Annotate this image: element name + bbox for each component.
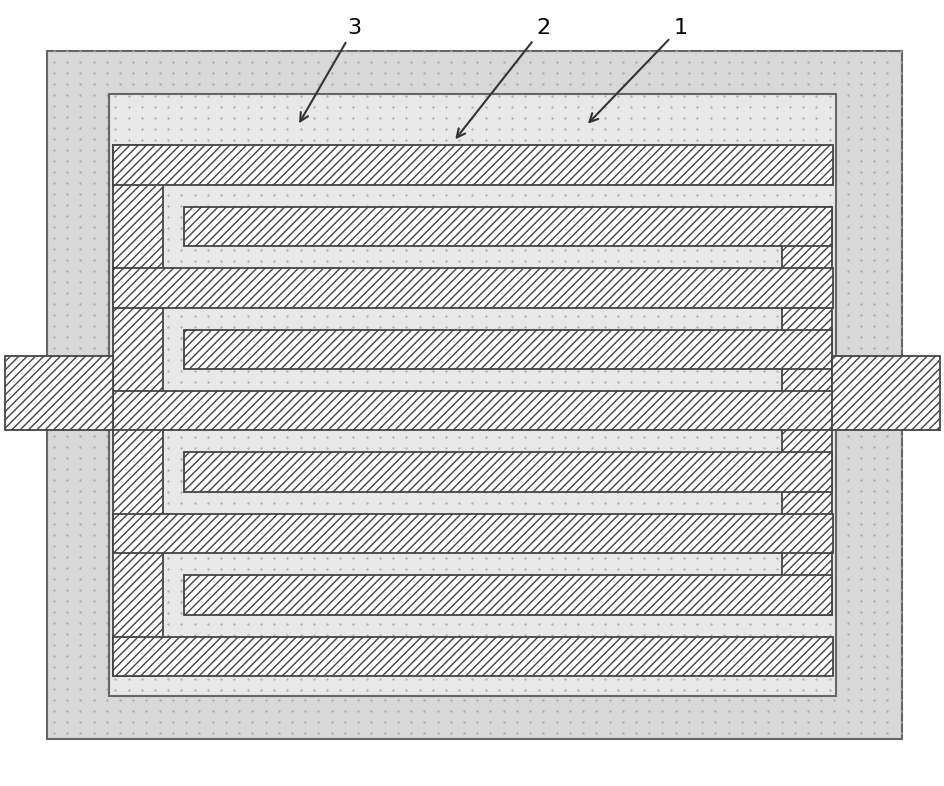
Text: 3: 3 bbox=[300, 17, 361, 121]
Bar bbox=[113, 268, 833, 307]
Text: 2: 2 bbox=[456, 17, 549, 138]
Bar bbox=[113, 145, 833, 185]
Bar bbox=[5, 356, 113, 430]
Bar bbox=[184, 207, 831, 246]
Bar bbox=[113, 514, 833, 553]
Bar bbox=[782, 207, 831, 615]
Bar bbox=[184, 453, 831, 492]
Bar bbox=[831, 356, 939, 430]
Bar bbox=[184, 575, 831, 615]
Bar bbox=[113, 391, 833, 430]
Bar bbox=[109, 94, 835, 696]
Bar bbox=[47, 51, 902, 739]
Bar bbox=[113, 145, 162, 676]
Text: 1: 1 bbox=[589, 17, 686, 122]
Bar bbox=[113, 637, 833, 676]
Bar bbox=[184, 329, 831, 369]
